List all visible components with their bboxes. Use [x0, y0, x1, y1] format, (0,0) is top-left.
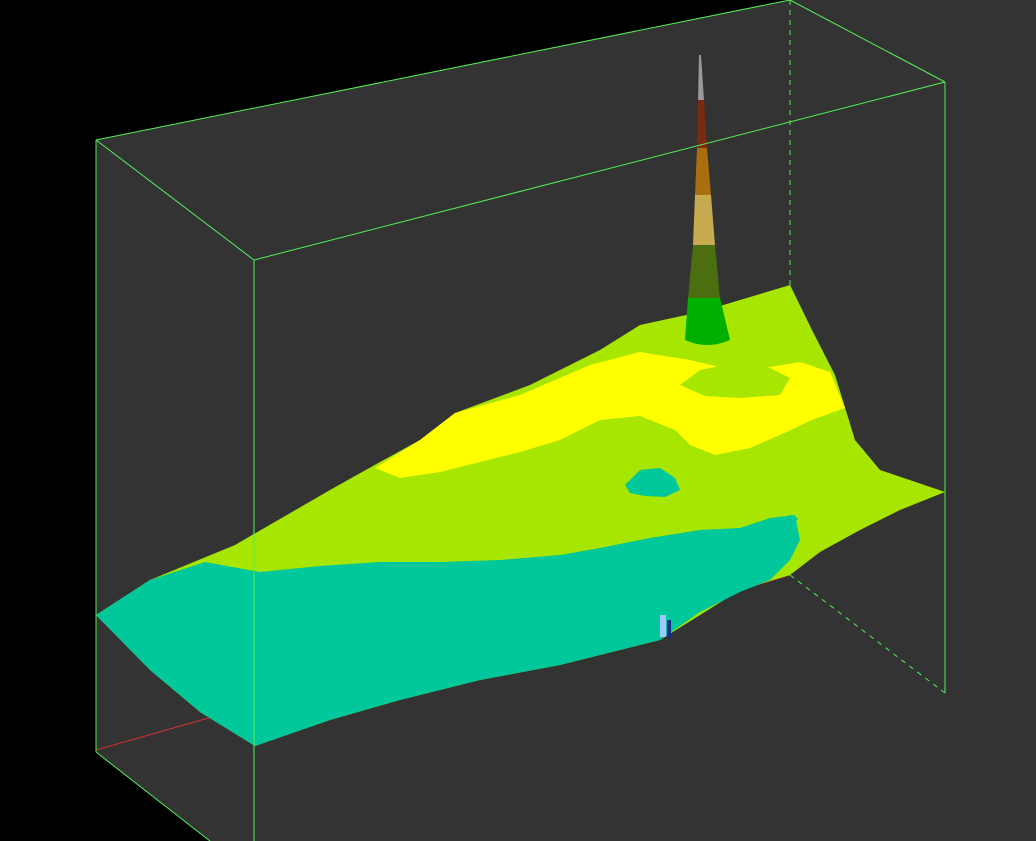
box-edge-top-right	[789, 0, 946, 83]
bounding-box-wireframe	[95, 0, 946, 841]
surface-band-yellow-green-inner	[680, 362, 790, 398]
peak-band-green	[685, 298, 730, 345]
surface-band-teal	[96, 515, 800, 746]
terrain-peak[interactable]	[685, 55, 730, 345]
surface-band-teal-blob	[625, 468, 680, 497]
surface-rim-fragment	[775, 515, 798, 530]
box-hidden-edge-floor	[789, 574, 946, 694]
box-edge-top-left	[95, 0, 791, 141]
peak-band-khaki	[693, 195, 715, 245]
peak-band-brown	[697, 100, 707, 148]
peak-band-ochre	[695, 148, 711, 195]
box-edge-top-front	[253, 81, 946, 261]
peak-band-grey	[698, 55, 704, 100]
box-edge-left-bottom	[95, 751, 211, 841]
terrain-surface[interactable]	[96, 285, 945, 746]
box-edge-left-top	[95, 139, 255, 261]
subsurface-anomaly	[660, 615, 671, 638]
peak-band-olive-green	[688, 245, 720, 298]
